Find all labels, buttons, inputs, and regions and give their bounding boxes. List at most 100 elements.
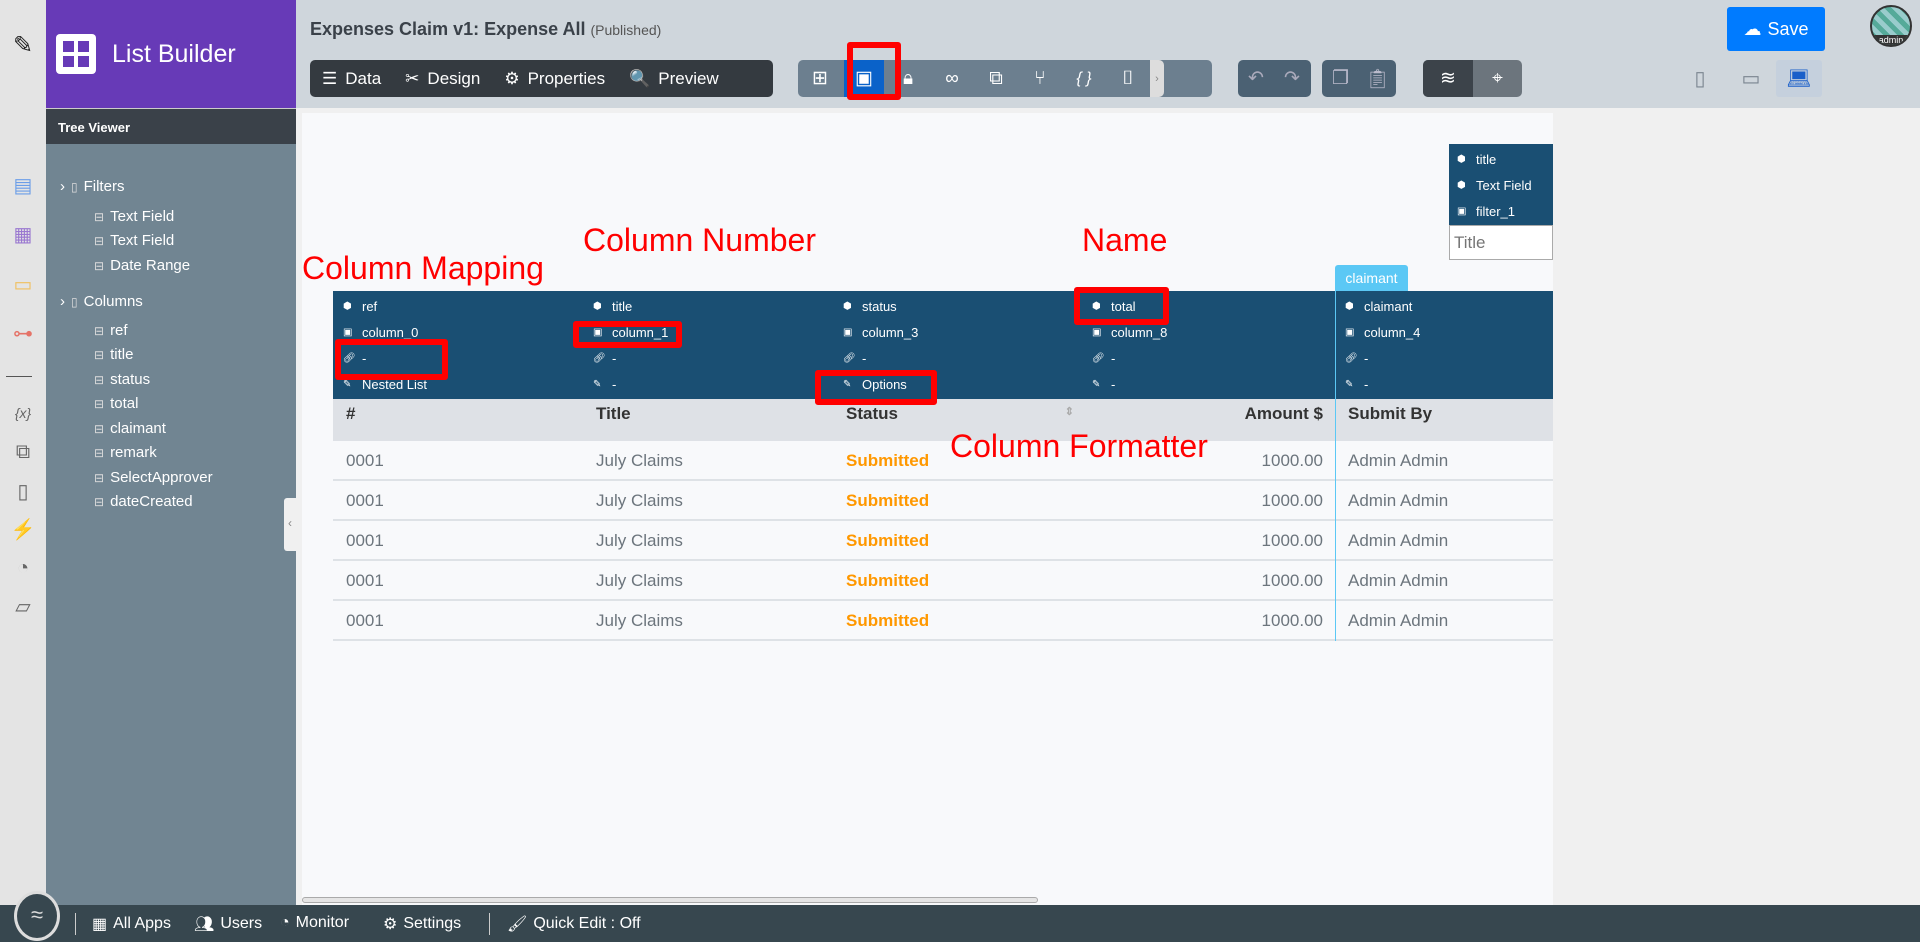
desktop-view-icon[interactable]: 💻︎: [1776, 60, 1822, 97]
tab-design[interactable]: ✂ Design: [405, 68, 481, 88]
column-info-title[interactable]: ⬢ title ▣ column_1 🔗︎ - ✎ -: [583, 291, 833, 399]
gauge-icon: ◔: [280, 914, 290, 931]
column-header-total[interactable]: Amount $: [1082, 399, 1335, 441]
platform-logo-icon[interactable]: ≈: [14, 891, 60, 941]
preview-icon: 🔍: [629, 68, 651, 88]
users-link[interactable]: 👥︎ Users: [194, 915, 263, 933]
table-row[interactable]: 0001 July Claims Submitted 1000.00 Admin Adm…: [333, 521, 1553, 561]
column-formatter: -: [1364, 377, 1369, 392]
column-info-status[interactable]: ⬢ status ▣ column_3 🔗︎ - ✎ Options: [833, 291, 1082, 399]
tree-item[interactable]: ⊟ dateCreated: [94, 493, 193, 510]
tab-data[interactable]: ☰ Data: [322, 68, 382, 88]
tree-node-filters[interactable]: › ▯ Filters: [60, 178, 125, 195]
all-apps-link[interactable]: ▦ All Apps: [92, 915, 171, 933]
title-filter-input[interactable]: [1449, 225, 1553, 260]
table-row[interactable]: 0001 July Claims Submitted 1000.00 Admin Adm…: [333, 561, 1553, 601]
hierarchy-icon[interactable]: ⊞: [812, 68, 828, 89]
column-info-claimant[interactable]: ⬢ claimant ▣ column_4 🔗︎ - ✎ -: [1335, 291, 1553, 399]
table-row[interactable]: 0001 July Claims Submitted 1000.00 Admin Adm…: [333, 481, 1553, 521]
table-row[interactable]: 0001 July Claims Submitted 1000.00 Admin Adm…: [333, 441, 1553, 481]
monitor-icon[interactable]: ▭: [13, 273, 33, 296]
field-icon: ⊟: [94, 470, 105, 485]
table-row[interactable]: 0001 July Claims Submitted 1000.00 Admin Adm…: [333, 601, 1553, 641]
tree-item[interactable]: ⊟ ref: [94, 322, 128, 339]
column-header-claimant[interactable]: Submit By: [1335, 399, 1553, 441]
field-icon: ⊟: [94, 258, 105, 273]
field-icon: ⊟: [94, 494, 105, 509]
lock-icon[interactable]: 🔒︎: [902, 67, 914, 89]
tree-item[interactable]: ⊟ SelectApprover: [94, 469, 213, 486]
camera-icon[interactable]: ⌷: [1122, 67, 1134, 89]
annotation-column-mapping: Column Mapping: [302, 250, 544, 286]
form-icon[interactable]: ▱: [15, 595, 31, 618]
cloud-upload-icon: ☁: [1743, 18, 1762, 39]
tablet-view-icon[interactable]: ▭: [1741, 68, 1761, 90]
binoculars-icon[interactable]: ∞: [945, 67, 959, 89]
translate-icon[interactable]: ⧉: [989, 67, 1003, 89]
link-icon: 🔗︎: [1345, 353, 1358, 364]
save-button[interactable]: ☁ Save: [1727, 7, 1825, 51]
table-cell: 0001: [346, 611, 384, 630]
tree-item[interactable]: ⊟ title: [94, 346, 134, 363]
branch-icon[interactable]: ⑂: [1034, 67, 1046, 89]
users-icon: 👥︎: [194, 916, 215, 933]
crosshair-icon[interactable]: ⌖: [1492, 67, 1503, 89]
tree-item[interactable]: ⊟ status: [94, 371, 151, 388]
sort-icon[interactable]: ⇕: [1064, 406, 1074, 418]
settings-link[interactable]: ⚙ Settings: [383, 915, 462, 933]
tree-node-columns[interactable]: › ▯ Columns: [60, 293, 143, 310]
chevron-right-icon[interactable]: ›: [60, 178, 65, 195]
tree-item[interactable]: ⊟ Date Range: [94, 257, 191, 274]
avatar[interactable]: admin: [1870, 5, 1912, 47]
paste-icon[interactable]: 📋︎: [1365, 68, 1390, 90]
tree-item[interactable]: ⊟ Text Field: [94, 208, 175, 225]
table-cell: Submitted: [846, 571, 930, 590]
tab-preview[interactable]: 🔍 Preview: [629, 68, 719, 88]
gauge-icon[interactable]: ◔: [16, 556, 30, 579]
table-cell: July Claims: [596, 611, 683, 630]
tree-item[interactable]: ⊟ claimant: [94, 420, 166, 437]
column-mapping: -: [1364, 351, 1369, 366]
copy-icon[interactable]: ❐: [1331, 68, 1350, 89]
column-name: status: [862, 299, 897, 314]
column-info-ref[interactable]: ⬢ ref ▣ column_0 🔗︎ - ✎ Nested List: [333, 291, 583, 399]
plugin-icon[interactable]: ⚡: [10, 518, 36, 541]
quick-edit-toggle[interactable]: 🖌︎ Quick Edit : Off: [507, 915, 641, 933]
code-braces-icon[interactable]: { }: [1076, 69, 1092, 87]
id-icon: ▣: [1092, 327, 1102, 338]
annotation-column-number: Column Number: [583, 222, 816, 258]
highlight-box: [815, 370, 937, 405]
selected-column-tab[interactable]: claimant: [1335, 265, 1408, 291]
grid-icon: ▦: [92, 916, 108, 933]
app-brand: List Builder: [46, 0, 296, 108]
table-icon[interactable]: ▦: [13, 223, 33, 246]
translate-icon[interactable]: ⧉: [15, 440, 31, 463]
mobile-view-icon[interactable]: ▯: [1694, 68, 1706, 90]
app-title: List Builder: [112, 39, 236, 68]
collapse-sidebar-handle[interactable]: ‹: [284, 498, 296, 551]
book-icon: ▯: [71, 294, 78, 309]
layers-icon[interactable]: ≋: [1423, 60, 1473, 97]
horizontal-scrollbar[interactable]: [302, 897, 1038, 903]
edit-icon[interactable]: ✎: [12, 31, 34, 59]
monitor-link[interactable]: ◔ Monitor: [280, 914, 350, 931]
report-icon[interactable]: ▯: [17, 480, 29, 503]
column-header-ref[interactable]: #: [333, 399, 583, 441]
tree-item[interactable]: ⊟ Text Field: [94, 232, 175, 249]
document-icon[interactable]: ▤: [13, 174, 33, 197]
undo-icon[interactable]: ↶: [1248, 68, 1264, 89]
column-info-total[interactable]: ⬢ total ▣ column_8 🔗︎ - ✎ -: [1082, 291, 1335, 399]
column-header-title[interactable]: Title: [583, 399, 833, 441]
field-icon: ⊟: [94, 372, 105, 387]
workflow-icon[interactable]: ⊶: [13, 322, 33, 345]
column-header-status[interactable]: Status ⇕: [833, 399, 1082, 441]
column-number: column_3: [862, 325, 919, 340]
tab-properties[interactable]: ⚙ Properties: [504, 68, 606, 88]
chevron-right-icon[interactable]: ›: [60, 293, 65, 310]
tree-item[interactable]: ⊟ remark: [94, 444, 157, 461]
tree-item[interactable]: ⊟ total: [94, 395, 139, 412]
pencil-icon: ✎: [843, 379, 852, 390]
scroll-right-icon[interactable]: ›: [1150, 60, 1164, 97]
variable-icon[interactable]: {x}: [14, 405, 32, 421]
redo-icon[interactable]: ↷: [1284, 68, 1300, 89]
